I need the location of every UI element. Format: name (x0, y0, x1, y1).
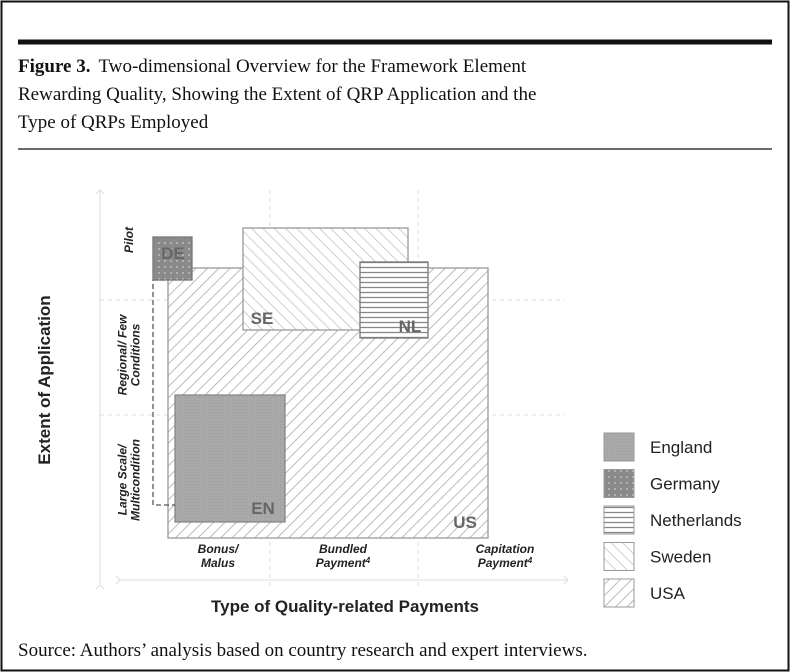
y-level-label: Regional/ Few (116, 314, 130, 395)
legend-swatch (603, 469, 635, 498)
y-level-label: Pilot (122, 226, 136, 253)
x-level-label: Payment4 (316, 556, 371, 571)
x-level-label: Payment4 (478, 556, 533, 571)
legend-label: Sweden (650, 548, 711, 567)
legend-label: Germany (650, 475, 720, 494)
superscript: 4 (365, 556, 371, 565)
caption-line: Two-dimensional Overview for the Framewo… (98, 56, 526, 77)
source: Source: Authors’ analysis based on count… (18, 640, 587, 661)
x-axis-title: Type of Quality-related Payments (211, 597, 479, 616)
x-level-label: Bundled (319, 542, 368, 556)
box-label: DE (161, 244, 185, 263)
y-level-label: Large Scale/ (116, 443, 130, 515)
legend-swatch (603, 578, 635, 608)
y-level-label: Conditions (129, 323, 143, 386)
box-nl (359, 261, 429, 339)
y-level-label: Multicondition (129, 439, 143, 521)
caption-line: Rewarding Quality, Showing the Extent of… (18, 84, 536, 105)
legend-swatch (603, 505, 635, 535)
superscript: 4 (527, 556, 533, 565)
box-label: NL (399, 317, 422, 336)
caption: Figure 3. Two-dimensional Overview for th… (18, 56, 527, 77)
box-label: SE (251, 309, 274, 328)
dashed-extent (152, 279, 175, 506)
x-level-label: Capitation (476, 542, 535, 556)
y-axis-title: Extent of Application (35, 295, 54, 464)
legend-swatch (603, 432, 635, 462)
x-level-label: Bonus/ (198, 542, 240, 556)
legend-label: England (650, 438, 712, 457)
box-de (152, 236, 193, 281)
legend-label: Netherlands (650, 511, 742, 530)
x-level-label: Malus (201, 556, 235, 570)
caption-label: Figure 3. (18, 56, 90, 77)
box-label: US (453, 513, 477, 532)
legend-label: USA (650, 584, 686, 603)
box-label: EN (251, 499, 275, 518)
legend-swatch (603, 542, 635, 571)
box-en (174, 394, 286, 523)
caption-line: Type of QRPs Employed (18, 112, 209, 133)
